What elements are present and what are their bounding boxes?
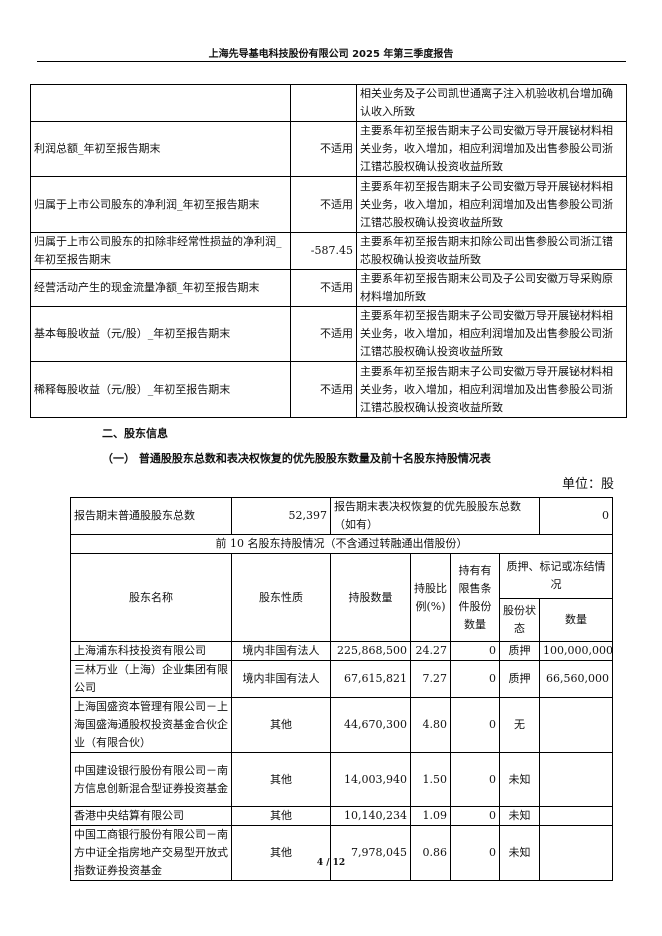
col-shares: 持股数量 <box>330 553 411 642</box>
change-reasons-table: 相关业务及子公司凯世通离子注入机验收机台增加确认收入所致 利润总额_年初至报告期末… <box>30 84 627 418</box>
pref-holders-value: 0 <box>539 497 613 535</box>
col-status: 股份状态 <box>499 598 540 642</box>
restricted-shares: 0 <box>450 752 500 807</box>
item-label: 稀释每股收益（元/股）_年初至报告期末 <box>30 361 291 418</box>
restricted-shares: 0 <box>450 697 500 753</box>
shareholder-name: 上海浦东科技投资有限公司 <box>70 641 232 661</box>
restricted-shares: 0 <box>450 660 500 698</box>
pref-holders-label: 报告期末表决权恢复的优先股股东总数（如有） <box>330 497 540 535</box>
item-reason: 相关业务及子公司凯世通离子注入机验收机台增加确认收入所致 <box>356 84 627 122</box>
share-ratio: 4.80 <box>410 697 451 753</box>
shareholder-row: 三林万业（上海）企业集团有限公司 境内非国有法人 67,615,821 7.27 0 质押… <box>70 660 613 698</box>
pledge-quantity: 66,560,000 <box>539 660 613 698</box>
item-label: 归属于上市公司股东的净利润_年初至报告期末 <box>30 176 291 233</box>
pledge-status: 质押 <box>499 660 540 698</box>
col-nature: 股东性质 <box>231 553 331 642</box>
table-row: 相关业务及子公司凯世通离子注入机验收机台增加确认收入所致 <box>30 84 627 122</box>
pledge-status: 质押 <box>499 641 540 661</box>
item-label <box>30 84 291 122</box>
shareholder-row: 中国工商银行股份有限公司－南方中证全指房地产交易型开放式指数证券投资基金 其他 7,… <box>70 825 613 881</box>
shareholder-nature: 其他 <box>231 825 331 881</box>
col-pledge: 质押、标记或冻结情况 <box>499 553 613 599</box>
col-name: 股东名称 <box>70 553 232 642</box>
item-reason: 主要系年初至报告期末子公司安徽万导开展铋材料相关业务，收入增加，相应利润增加及出… <box>356 121 627 177</box>
item-reason: 主要系年初至报告期末扣除公司出售参股公司浙江镨芯股权确认投资收益所致 <box>356 232 627 270</box>
shares-held: 14,003,940 <box>330 752 411 807</box>
header-divider <box>37 61 626 62</box>
table-row: 利润总额_年初至报告期末 不适用 主要系年初至报告期末子公司安徽万导开展铋材料相关业… <box>30 121 627 177</box>
item-label: 归属于上市公司股东的扣除非经常性损益的净利润_年初至报告期末 <box>30 232 291 270</box>
shareholder-nature: 其他 <box>231 806 331 826</box>
item-reason: 主要系年初至报告期末子公司安徽万导开展铋材料相关业务，收入增加，相应利润增加及出… <box>356 361 627 418</box>
shares-held: 10,140,234 <box>330 806 411 826</box>
shareholder-row: 上海浦东科技投资有限公司 境内非国有法人 225,868,500 24.27 0 质押 10… <box>70 641 613 661</box>
col-qty: 数量 <box>539 598 613 642</box>
item-value: 不适用 <box>290 269 357 307</box>
col-restricted: 持有有限售条件股份数量 <box>450 553 500 642</box>
item-value: 不适用 <box>290 176 357 233</box>
shares-held: 67,615,821 <box>330 660 411 698</box>
share-ratio: 1.09 <box>410 806 451 826</box>
item-reason: 主要系年初至报告期末公司及子公司安徽万导采购原材料增加所致 <box>356 269 627 307</box>
col-ratio: 持股比例(%) <box>410 553 451 642</box>
pledge-quantity <box>539 806 613 826</box>
section-subtitle: （一） 普通股股东总数和表决权恢复的优先股股东数量及前十名股东持股情况表 <box>102 452 491 465</box>
restricted-shares: 0 <box>450 806 500 826</box>
item-reason: 主要系年初至报告期末子公司安徽万导开展铋材料相关业务，收入增加，相应利润增加及出… <box>356 176 627 233</box>
restricted-shares: 0 <box>450 825 500 881</box>
item-value: 不适用 <box>290 306 357 362</box>
pledge-status: 无 <box>499 697 540 753</box>
pledge-status: 未知 <box>499 825 540 881</box>
total-holders-label: 报告期末普通股股东总数 <box>70 497 232 535</box>
share-ratio: 1.50 <box>410 752 451 807</box>
total-holders-value: 52,397 <box>231 497 331 535</box>
page-number: 4 / 12 <box>316 858 346 868</box>
item-value: -587.45 <box>290 232 357 270</box>
shares-held: 7,978,045 <box>330 825 411 881</box>
shareholders-table: 报告期末普通股股东总数 52,397 报告期末表决权恢复的优先股股东总数（如有）… <box>70 497 613 881</box>
shareholder-name: 香港中央结算有限公司 <box>70 806 232 826</box>
pledge-status: 未知 <box>499 752 540 807</box>
section-title: 二、股东信息 <box>102 427 168 440</box>
shareholder-nature: 其他 <box>231 697 331 753</box>
shareholder-name: 中国工商银行股份有限公司－南方中证全指房地产交易型开放式指数证券投资基金 <box>70 825 232 881</box>
share-ratio: 24.27 <box>410 641 451 661</box>
pledge-quantity <box>539 825 613 881</box>
item-value <box>290 84 357 122</box>
table-row: 基本每股收益（元/股）_年初至报告期末 不适用 主要系年初至报告期末子公司安徽万导开… <box>30 306 627 362</box>
item-value: 不适用 <box>290 121 357 177</box>
shareholder-row: 中国建设银行股份有限公司－南方信息创新混合型证券投资基金 其他 14,003,940… <box>70 752 613 807</box>
shareholder-row: 上海国盛资本管理有限公司－上海国盛海通股权投资基金合伙企业（有限合伙） 其他 44,… <box>70 697 613 753</box>
shareholder-nature: 境内非国有法人 <box>231 660 331 698</box>
shareholder-name: 上海国盛资本管理有限公司－上海国盛海通股权投资基金合伙企业（有限合伙） <box>70 697 232 753</box>
restricted-shares: 0 <box>450 641 500 661</box>
pledge-quantity: 100,000,000 <box>539 641 613 661</box>
page-header: 上海先导基电科技股份有限公司 2025 年第三季度报告 <box>208 49 454 60</box>
shareholder-name: 中国建设银行股份有限公司－南方信息创新混合型证券投资基金 <box>70 752 232 807</box>
share-ratio: 0.86 <box>410 825 451 881</box>
unit-label: 单位：股 <box>561 477 614 492</box>
table-row: 稀释每股收益（元/股）_年初至报告期末 不适用 主要系年初至报告期末子公司安徽万导开… <box>30 361 627 418</box>
item-reason: 主要系年初至报告期末子公司安徽万导开展铋材料相关业务，收入增加，相应利润增加及出… <box>356 306 627 362</box>
shareholder-nature: 境内非国有法人 <box>231 641 331 661</box>
table-row: 归属于上市公司股东的净利润_年初至报告期末 不适用 主要系年初至报告期末子公司安徽万… <box>30 176 627 233</box>
table-row: 经营活动产生的现金流量净额_年初至报告期末 不适用 主要系年初至报告期末公司及子公司… <box>30 269 627 307</box>
share-ratio: 7.27 <box>410 660 451 698</box>
item-label: 经营活动产生的现金流量净额_年初至报告期末 <box>30 269 291 307</box>
shareholder-row: 香港中央结算有限公司 其他 10,140,234 1.09 0 未知 <box>70 806 613 826</box>
pledge-status: 未知 <box>499 806 540 826</box>
pledge-quantity <box>539 697 613 753</box>
item-label: 基本每股收益（元/股）_年初至报告期末 <box>30 306 291 362</box>
top10-caption: 前 10 名股东持股情况（不含通过转融通出借股份） <box>70 534 613 554</box>
shareholder-name: 三林万业（上海）企业集团有限公司 <box>70 660 232 698</box>
totals-row: 报告期末普通股股东总数 52,397 报告期末表决权恢复的优先股股东总数（如有）… <box>70 497 613 535</box>
shares-held: 44,670,300 <box>330 697 411 753</box>
pledge-quantity <box>539 752 613 807</box>
item-label: 利润总额_年初至报告期末 <box>30 121 291 177</box>
shares-held: 225,868,500 <box>330 641 411 661</box>
table-row: 归属于上市公司股东的扣除非经常性损益的净利润_年初至报告期末 -587.45 主要系… <box>30 232 627 270</box>
item-value: 不适用 <box>290 361 357 418</box>
shareholder-nature: 其他 <box>231 752 331 807</box>
